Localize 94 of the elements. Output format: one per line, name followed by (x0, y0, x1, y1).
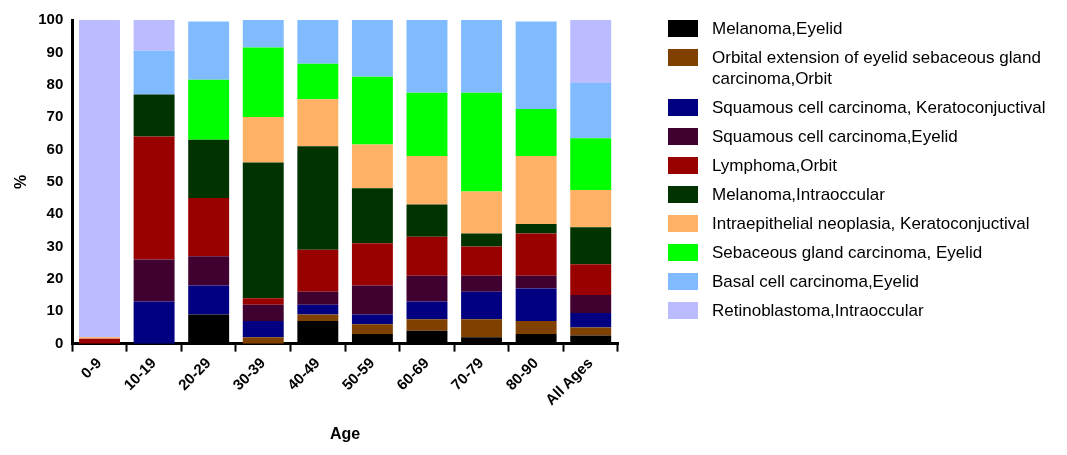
bar (297, 63, 339, 100)
bar (242, 337, 284, 344)
bar (242, 117, 284, 163)
bar (188, 139, 230, 198)
bar (351, 243, 393, 286)
legend-label: Squamous cell carcinoma, Keratoconjuctival (712, 97, 1046, 118)
y-tick-label: 90 (46, 42, 64, 60)
bar (515, 223, 557, 234)
legend-label: Squamous cell carcinoma,Eyelid (712, 126, 958, 147)
legend-label: Melanoma,Intraoccular (712, 184, 885, 205)
bar (461, 275, 503, 292)
bar (188, 79, 230, 140)
bar (570, 189, 612, 228)
bar (351, 144, 393, 189)
bar (570, 83, 612, 139)
bar (242, 298, 284, 305)
bar (570, 295, 612, 313)
bar (515, 233, 557, 276)
bar (570, 327, 612, 336)
bar (515, 21, 557, 109)
bar (351, 188, 393, 244)
bar (515, 109, 557, 156)
bar (461, 246, 503, 276)
legend-label: Retinoblastoma,Intraoccular (712, 300, 924, 321)
bar (515, 288, 557, 321)
bar (242, 304, 284, 321)
bar (570, 227, 612, 265)
y-tick-label: 100 (38, 10, 64, 28)
bar (297, 291, 339, 305)
x-tick-label: 0-9 (77, 354, 105, 382)
bar (461, 92, 503, 192)
bar (461, 291, 503, 320)
bar (133, 136, 175, 260)
y-tick-label: 20 (46, 269, 64, 287)
bar (188, 256, 230, 286)
bar (406, 92, 448, 156)
legend-label: Melanoma,Eyelid (712, 18, 843, 39)
bar (515, 155, 557, 224)
bar (297, 304, 339, 315)
bar (242, 20, 284, 48)
bar (570, 20, 612, 84)
bar (406, 236, 448, 276)
bar (297, 20, 339, 64)
y-tick-label: 10 (46, 301, 64, 319)
bar (406, 275, 448, 302)
x-axis-title: Age (330, 424, 361, 442)
bar (133, 50, 175, 95)
legend-label: Intraepithelial neoplasia, Keratoconjuctival (712, 213, 1030, 234)
y-tick-label: 50 (46, 171, 64, 189)
bar (351, 285, 393, 315)
y-tick-label: 80 (46, 74, 64, 92)
bar (406, 20, 448, 93)
bar (461, 319, 503, 338)
y-tick-label: 60 (46, 139, 64, 157)
bar (242, 162, 284, 299)
legend-label: Lymphoma,Orbit (712, 155, 838, 176)
bar (570, 312, 612, 328)
bar (406, 301, 448, 320)
bar (242, 320, 284, 338)
y-tick-label: 40 (46, 204, 64, 222)
bar (133, 94, 175, 137)
y-tick-label: 30 (46, 236, 64, 254)
bar (406, 155, 448, 205)
bar (188, 198, 230, 257)
y-axis-title: % (12, 174, 30, 189)
bar (406, 204, 448, 237)
legend-label: Basal cell carcinoma,Eyelid (712, 271, 919, 292)
bar (570, 264, 612, 296)
y-tick-label: 0 (54, 333, 64, 351)
bar (515, 275, 557, 289)
legend-label: Sebaceous gland carcinoma, Eyelid (712, 242, 983, 263)
bar (188, 285, 230, 315)
y-tick-label: 70 (46, 107, 64, 125)
bar (351, 20, 393, 77)
bar (351, 314, 393, 325)
bar (79, 20, 120, 338)
bar (297, 99, 339, 147)
bar (351, 324, 393, 334)
bar (515, 320, 557, 334)
bar (461, 233, 503, 247)
bar (133, 301, 175, 344)
bar (406, 319, 448, 331)
bar (351, 76, 393, 145)
bar (297, 249, 339, 292)
bar (297, 146, 339, 250)
bar (242, 47, 284, 118)
legend-label: Orbital extension of eyelid sebaceous gland carcinoma,Orbit (712, 47, 1042, 89)
bar (570, 138, 612, 190)
bar (188, 21, 230, 80)
bar (133, 259, 175, 302)
bar (461, 20, 503, 93)
bar (133, 20, 175, 51)
bar (297, 314, 339, 321)
bar (461, 191, 503, 234)
